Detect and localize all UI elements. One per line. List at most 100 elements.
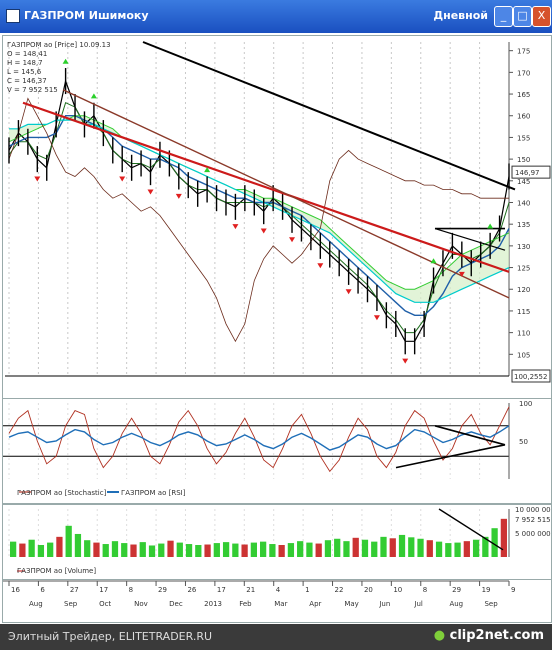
maximize-button[interactable]: □ — [513, 6, 532, 27]
time-period-label: Jun — [378, 600, 390, 608]
time-tick-label: 17 — [99, 586, 108, 594]
volume-bar — [361, 539, 369, 557]
sell-marker — [175, 193, 182, 199]
price-high: H = 148,7 — [7, 59, 43, 67]
minimize-button[interactable]: _ — [494, 6, 513, 27]
volume-bar — [435, 541, 443, 557]
buy-marker — [430, 258, 437, 264]
sell-marker — [232, 224, 239, 230]
time-period-label: Dec — [169, 600, 183, 608]
volume-bar — [380, 536, 387, 557]
volume-bar — [111, 541, 119, 557]
oscillator-pane: 50 100 ГАЗПРОМ ао [Stochastic] ГАЗПРОМ ао… — [2, 398, 552, 504]
sell-marker — [289, 237, 296, 243]
volume-bar — [195, 545, 202, 557]
volume-bar — [334, 538, 341, 557]
time-period-label: Apr — [309, 600, 321, 608]
volume-bar — [445, 543, 452, 557]
volume-bar — [213, 543, 220, 557]
volume-bar — [250, 542, 257, 557]
last-price-box — [511, 165, 551, 179]
sell-marker — [317, 263, 324, 269]
time-tick-label: 22 — [335, 586, 344, 594]
volume-y-tick-label: 5 000 000 — [515, 530, 551, 538]
stochastic-line — [8, 406, 510, 473]
time-tick-label: 8 — [423, 586, 427, 594]
price-y-tick-label: 120 — [517, 286, 530, 294]
series-kijun-line — [8, 115, 510, 316]
time-tick-label: 29 — [158, 586, 167, 594]
volume-bar — [371, 541, 378, 557]
price-y-tick-label: 110 — [517, 330, 530, 338]
volume-bar — [28, 539, 35, 557]
volume-bar — [121, 543, 128, 557]
time-period-label: Oct — [99, 600, 111, 608]
volume-bar — [463, 541, 470, 557]
series-senkou-a-line — [8, 115, 510, 290]
time-tick-label: 20 — [364, 586, 373, 594]
volume-bar — [241, 544, 248, 557]
price-low: L = 145,6 — [7, 68, 42, 76]
volume-bar — [389, 538, 396, 557]
volume-bar — [287, 543, 295, 557]
volume-bar — [417, 538, 424, 557]
volume-y-tick-label: 10 000 000 — [515, 506, 551, 514]
buy-marker — [487, 223, 494, 229]
price-y-tick-label: 150 — [517, 156, 530, 164]
sell-marker — [402, 358, 409, 364]
volume-bar — [204, 544, 211, 557]
period-label[interactable]: Дневной — [433, 9, 488, 22]
time-tick-label: 16 — [11, 586, 20, 594]
price-y-tick-label: 175 — [517, 48, 530, 56]
osc-y-tick-label: 100 — [519, 400, 532, 408]
volume-chart: 5 000 000 7 952 515 10 000 000 — [8, 506, 552, 572]
last-price-label: 146,97 — [515, 169, 540, 177]
volume-bar — [324, 540, 332, 557]
time-axis: 16 6 27 17 8 29 26 17 21 4 1 22 20 10 8 29 19 9 Aug Sep Oct N… — [3, 580, 515, 608]
footer-bar: Элитный Трейдер, ELITETRADER.RU ● clip2n… — [0, 624, 552, 650]
trend-line-red — [22, 101, 510, 273]
buy-marker — [204, 167, 211, 173]
time-period-label: Mar — [274, 600, 287, 608]
volume-bar — [260, 541, 267, 557]
price-y-tick-label: 145 — [517, 178, 530, 186]
time-period-label: May — [344, 600, 358, 608]
volume-bar — [93, 542, 100, 557]
time-tick-label: 26 — [187, 586, 196, 594]
time-period-label: Aug — [29, 600, 43, 608]
clip2net-logo: ● clip2net.com — [433, 628, 544, 643]
volume-bar — [148, 545, 156, 557]
volume-bar — [84, 540, 91, 557]
volume-bar — [398, 534, 406, 557]
price-pane: 105 110 115 120 125 130 135 140 145 150 155 160 165 1… — [2, 35, 552, 399]
time-tick-label: 17 — [217, 586, 226, 594]
series-close-line — [8, 78, 510, 342]
volume-bar — [269, 544, 276, 557]
app-icon — [6, 9, 20, 23]
price-y-tick-label: 115 — [517, 308, 530, 316]
price-y-tick-label: 140 — [517, 199, 530, 207]
volume-bar — [158, 543, 165, 557]
volume-bar — [19, 543, 26, 557]
time-tick-label: 19 — [482, 586, 491, 594]
stochastic-legend: ГАЗПРОМ ао [Stochastic] — [17, 489, 107, 497]
price-open: O = 148,41 — [7, 50, 48, 58]
buy-marker — [62, 58, 69, 64]
price-y-tick-label: 135 — [517, 221, 530, 229]
series-chikou-line — [8, 97, 509, 343]
time-period-label: Aug — [449, 600, 463, 608]
price-volume: V = 7 952 515 — [7, 86, 58, 94]
price-y-tick-label: 105 — [517, 351, 530, 359]
oscillator-chart: 50 100 — [3, 400, 532, 493]
time-period-label: Nov — [134, 600, 148, 608]
osc-y-tick-label: 50 — [519, 438, 528, 446]
volume-bar — [130, 544, 137, 557]
close-button[interactable]: X — [532, 6, 551, 27]
time-tick-label: 6 — [40, 586, 45, 594]
floor-price-label: 100,2552 — [514, 373, 547, 381]
volume-y-tick-label: 7 952 515 — [515, 516, 551, 524]
volume-bar — [47, 542, 54, 557]
volume-bar — [278, 545, 285, 557]
window-title: ГАЗПРОМ Ишимоку — [24, 9, 149, 22]
time-tick-label: 4 — [276, 586, 281, 594]
